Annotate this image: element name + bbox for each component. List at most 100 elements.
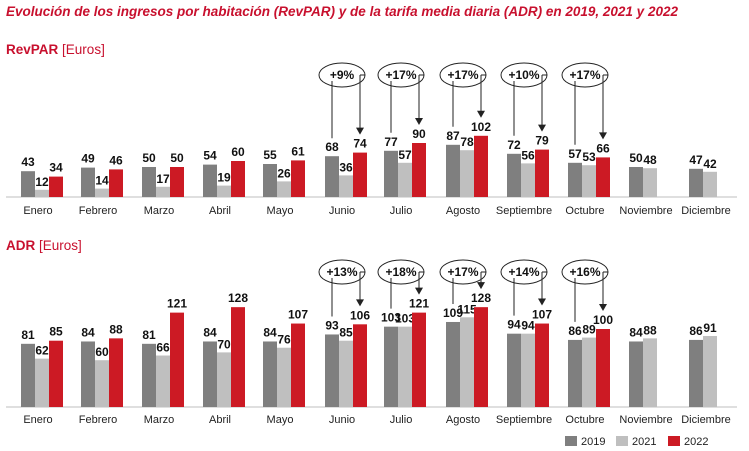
adr-value-label: 115 [457,302,477,316]
adr-value-label: 76 [277,333,291,347]
adr-bar [703,336,717,407]
revpar-value-label: 55 [263,148,277,162]
revpar-bar [170,167,184,197]
revpar-value-label: 66 [596,141,610,155]
revpar-bar [231,161,245,197]
legend-label: 2022 [684,436,708,448]
adr-bar [384,326,398,407]
adr-category-label: Marzo [144,414,175,426]
adr-value-label: 89 [582,323,596,337]
adr-value-label: 86 [568,324,582,338]
revpar-value-label: 57 [568,147,582,161]
adr-value-label: 103 [395,312,415,326]
adr-category-label: Septiembre [496,414,552,426]
adr-bar [217,352,231,407]
adr-callout-arrow-icon [477,282,485,290]
revpar-value-label: 79 [535,134,549,148]
revpar-category-label: Diciembre [681,205,731,217]
revpar-bar [703,171,717,197]
revpar-unit: [Euros] [62,42,105,57]
revpar-value-label: 50 [629,151,643,165]
revpar-category-label: Noviembre [619,205,672,217]
adr-value-label: 84 [203,325,217,339]
adr-bar [398,326,412,407]
revpar-value-label: 19 [217,171,231,185]
revpar-label: RevPAR [Euros] [6,42,105,57]
adr-category-label: Julio [390,414,413,426]
revpar-category-label: Junio [329,205,355,217]
revpar-value-label: 14 [95,174,109,188]
legend-label: 2021 [632,436,656,448]
adr-category-label: Diciembre [681,414,731,426]
adr-value-label: 107 [288,308,308,322]
revpar-value-label: 43 [21,155,35,169]
adr-value-label: 86 [689,324,703,338]
adr-callout-arrow-icon [356,299,364,307]
revpar-callout-arrow-icon [599,132,607,140]
revpar-bar [217,185,231,197]
adr-bar [325,334,339,407]
adr-value-label: 81 [21,328,35,342]
adr-value-label: 70 [217,337,231,351]
revpar-callout-text: +10% [508,68,539,82]
adr-category-label: Febrero [79,414,118,426]
adr-value-label: 85 [49,325,63,339]
adr-bar [339,340,353,407]
adr-bar [21,343,35,407]
revpar-bar [325,156,339,197]
adr-callout-text: +14% [508,265,539,279]
revpar-bar [277,181,291,197]
revpar-callout-text: +17% [385,68,416,82]
revpar-bar [384,150,398,197]
adr-value-label: 93 [325,318,339,332]
revpar-bar [535,149,549,197]
revpar-bar [398,162,412,197]
revpar-value-label: 56 [521,148,535,162]
chart-title: Evolución de los ingresos por habitación… [6,4,678,19]
adr-bar [49,340,63,407]
revpar-value-label: 34 [49,161,63,175]
adr-category-label: Octubre [565,414,604,426]
adr-bar [35,358,49,407]
adr-category-label: Junio [329,414,355,426]
revpar-bar [643,168,657,197]
adr-label: ADR [Euros] [6,238,82,253]
revpar-bar [263,164,277,197]
adr-value-label: 128 [471,291,491,305]
revpar-category-label: Octubre [565,205,604,217]
revpar-bar [81,167,95,197]
adr-callout-arrow-icon [538,298,546,306]
adr-value-label: 128 [228,291,248,305]
revpar-category-label: Marzo [144,205,175,217]
adr-value-label: 66 [156,341,170,355]
adr-bar [535,323,549,407]
adr-bar [142,343,156,407]
adr-bar [460,317,474,407]
adr-callout-text: +13% [326,265,357,279]
revpar-category-label: Septiembre [496,205,552,217]
revpar-callout-text: +17% [447,68,478,82]
revpar-bar [689,168,703,197]
revpar-value-label: 57 [398,148,412,162]
revpar-bar [412,143,426,197]
revpar-category-label: Febrero [79,205,118,217]
revpar-bar [95,188,109,197]
revpar-value-label: 53 [582,150,596,164]
adr-callout-arrow-icon [599,304,607,311]
revpar-value-label: 47 [689,153,703,167]
revpar-value-label: 26 [277,166,291,180]
revpar-bar [21,171,35,197]
adr-value-label: 60 [95,345,109,359]
adr-value-label: 94 [521,319,535,333]
adr-value-label: 103 [381,311,401,325]
revpar-category-label: Julio [390,205,413,217]
adr-value-label: 121 [409,297,429,311]
revpar-bar [568,162,582,197]
revpar-bar [521,163,535,197]
adr-value-label: 106 [350,308,370,322]
revpar-value-label: 60 [231,145,245,159]
revpar-value-label: 50 [170,151,184,165]
revpar-category-label: Mayo [267,205,294,217]
revpar-bar [582,165,596,197]
revpar-callout-arrow-icon [356,127,364,135]
